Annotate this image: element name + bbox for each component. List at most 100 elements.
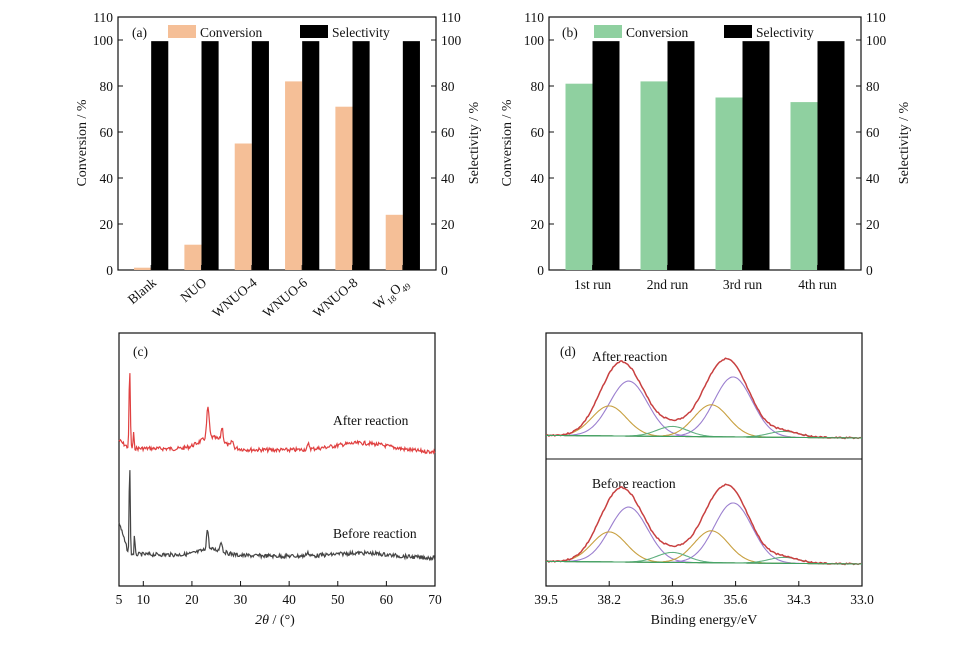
x-tick-label-5: W18O49: [370, 274, 413, 314]
y-tick-label-right: 110: [866, 10, 886, 25]
bar-selectivity-2: [742, 41, 770, 271]
panel-d-label: (d): [560, 344, 576, 359]
y-tick-label-left: 80: [100, 79, 114, 94]
x-tick-label: 40: [282, 592, 296, 607]
panel-b-ylabel-right: Selectivity / %: [897, 101, 912, 184]
panel-c-xlabel: 2θ / (°): [255, 613, 295, 628]
x-tick-label-1: 2nd run: [647, 277, 689, 292]
y-tick-label-right: 40: [441, 171, 455, 186]
y-tick-label-left: 20: [531, 217, 545, 232]
y-tick-label-right: 40: [866, 171, 880, 186]
panel-a-ylabel-left: Conversion / %: [75, 99, 90, 186]
bar-conversion-3: [285, 81, 303, 271]
bar-selectivity-0: [592, 41, 620, 271]
bar-conversion-1: [640, 81, 668, 271]
x-tick-label: 34.3: [787, 592, 811, 607]
panel-a-legend-selectivity-swatch: [300, 25, 328, 38]
y-tick-label-left: 100: [524, 33, 545, 48]
y-tick-label-right: 0: [441, 263, 448, 278]
bar-conversion-0: [134, 267, 152, 270]
bar-conversion-1: [184, 244, 202, 270]
y-tick-label-right: 20: [866, 217, 880, 232]
panel-a-bar-chart: (a) Conversion Selectivity Conversion / …: [75, 10, 482, 321]
x-tick-label: 20: [185, 592, 199, 607]
x-tick-label: 30: [234, 592, 248, 607]
panel-a-legend-conversion-swatch: [168, 25, 196, 38]
bar-selectivity-0: [151, 41, 169, 271]
panel-b-bar-chart: (b) Conversion Selectivity Conversion / …: [500, 10, 912, 292]
x-tick-label: 70: [428, 592, 442, 607]
x-tick-label-0: Blank: [125, 275, 160, 307]
y-tick-label-left: 40: [531, 171, 545, 186]
y-tick-label-left: 0: [537, 263, 544, 278]
panel-a-ylabel-right: Selectivity / %: [467, 101, 482, 184]
bar-selectivity-3: [302, 41, 320, 271]
spectrum-baseline: [546, 434, 862, 439]
x-tick-label-3: WNUO-6: [260, 275, 311, 321]
bar-selectivity-3: [817, 41, 845, 271]
x-tick-label-3: 4th run: [798, 277, 837, 292]
y-tick-label-right: 110: [441, 10, 461, 25]
y-tick-label-right: 60: [866, 125, 880, 140]
y-tick-label-left: 40: [100, 171, 114, 186]
y-tick-label-left: 80: [531, 79, 545, 94]
x-tick-label: 38.2: [597, 592, 621, 607]
x-tick-label: 5: [116, 592, 123, 607]
y-tick-label-right: 60: [441, 125, 455, 140]
panel-c-after-reaction-curve: [118, 373, 436, 455]
panel-c-label: (c): [133, 344, 148, 359]
y-tick-label-left: 110: [524, 10, 544, 25]
bar-selectivity-5: [402, 41, 420, 271]
panel-b-legend-conversion-swatch: [594, 25, 622, 38]
panel-d-xps-chart: (d) After reaction Before reaction 39.5 3…: [534, 332, 874, 628]
panel-c-xrd-chart: (c) After reaction Before reaction 5 10 20…: [116, 332, 442, 628]
panel-d-before-reaction-label: Before reaction: [592, 476, 676, 491]
bar-selectivity-1: [667, 41, 695, 271]
panel-b-frame: [548, 16, 862, 271]
y-tick-label-right: 80: [441, 79, 455, 94]
y-tick-label-left: 20: [100, 217, 114, 232]
bar-selectivity-4: [352, 41, 370, 271]
y-tick-label-left: 60: [100, 125, 114, 140]
panel-c-before-reaction-label: Before reaction: [333, 526, 417, 541]
panel-b-legend-selectivity: Selectivity: [756, 25, 814, 40]
fit-component-2: [546, 531, 861, 565]
fit-component-3: [546, 404, 861, 439]
y-tick-label-left: 100: [93, 33, 114, 48]
x-tick-label-2: WNUO-4: [209, 275, 260, 321]
panel-a-legend-conversion: Conversion: [200, 25, 262, 40]
panel-a-frame: [117, 16, 437, 271]
panel-a-label: (a): [132, 25, 147, 40]
spectrum-envelope: [545, 483, 862, 566]
bar-selectivity-2: [251, 41, 269, 271]
y-tick-label-right: 100: [866, 33, 887, 48]
panel-c-frame: [118, 332, 436, 587]
x-tick-label: 39.5: [534, 592, 558, 607]
panel-b-legend-conversion: Conversion: [626, 25, 688, 40]
x-tick-label: 60: [380, 592, 394, 607]
y-tick-label-right: 80: [866, 79, 880, 94]
panel-d-after-reaction-label: After reaction: [592, 349, 668, 364]
panel-b-label: (b): [562, 25, 578, 40]
x-tick-label-2: 3rd run: [723, 277, 763, 292]
x-tick-label: 35.6: [724, 592, 748, 607]
panel-b-legend-selectivity-swatch: [724, 25, 752, 38]
y-tick-label-left: 60: [531, 125, 545, 140]
bar-conversion-5: [385, 214, 403, 270]
bar-conversion-4: [335, 106, 353, 270]
x-tick-label: 10: [137, 592, 151, 607]
panel-a-legend-selectivity: Selectivity: [332, 25, 390, 40]
spectrum-baseline: [546, 560, 862, 565]
panel-b-ylabel-left: Conversion / %: [500, 99, 515, 186]
y-tick-label-right: 100: [441, 33, 462, 48]
fit-component-2: [546, 405, 861, 439]
panel-d-xlabel: Binding energy/eV: [651, 613, 758, 628]
x-tick-label: 36.9: [661, 592, 685, 607]
bar-conversion-3: [790, 102, 818, 270]
y-tick-label-left: 0: [106, 263, 113, 278]
bar-conversion-0: [565, 83, 593, 270]
x-tick-label-4: WNUO-8: [310, 275, 361, 321]
y-tick-label-left: 110: [93, 10, 113, 25]
x-tick-label: 50: [331, 592, 345, 607]
